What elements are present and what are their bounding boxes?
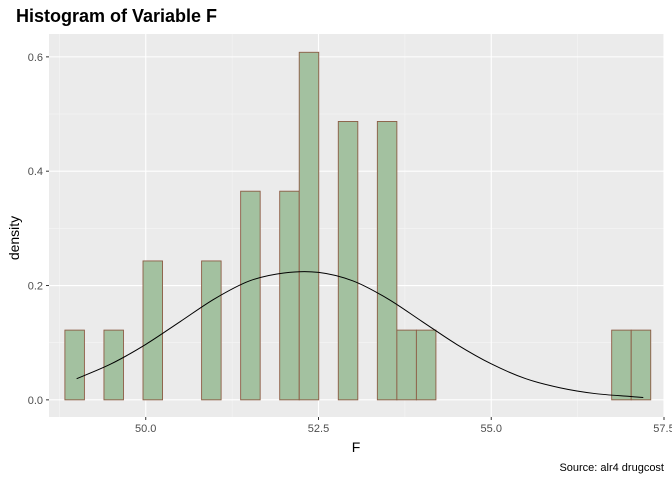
x-tick-label: 57.5	[653, 423, 672, 435]
y-axis-ticks: 0.0 0.2 0.4 0.6	[28, 52, 49, 407]
histogram-bar	[240, 190, 261, 401]
y-tick-label: 0.6	[28, 52, 43, 64]
x-tick-label: 52.5	[308, 423, 329, 435]
histogram-bar	[103, 329, 124, 401]
histogram-bar	[298, 51, 320, 401]
histogram-bar	[279, 190, 300, 401]
histogram-bar	[337, 121, 359, 401]
histogram-bar	[376, 121, 398, 401]
y-tick-label: 0.2	[28, 281, 43, 293]
histogram-bar	[611, 329, 632, 401]
histogram-bar	[142, 260, 163, 401]
y-axis-title: density	[6, 216, 22, 260]
chart-title: Histogram of Variable F	[16, 6, 217, 26]
histogram-bar	[630, 329, 652, 401]
y-tick-label: 0.4	[28, 166, 43, 178]
x-tick-label: 50.0	[135, 423, 156, 435]
histogram-bar	[415, 329, 437, 401]
histogram-bars	[64, 51, 652, 401]
y-tick-label: 0.0	[28, 395, 43, 407]
x-axis-ticks: 50.0 52.5 55.0 57.5	[135, 417, 672, 435]
chart-caption: Source: alr4 drugcost	[559, 462, 664, 474]
x-axis-title: F	[352, 439, 361, 455]
x-tick-label: 55.0	[481, 423, 502, 435]
histogram-bar	[396, 329, 417, 401]
histogram-bar	[64, 329, 85, 401]
histogram-bar	[201, 260, 222, 401]
density-curve	[76, 271, 644, 399]
